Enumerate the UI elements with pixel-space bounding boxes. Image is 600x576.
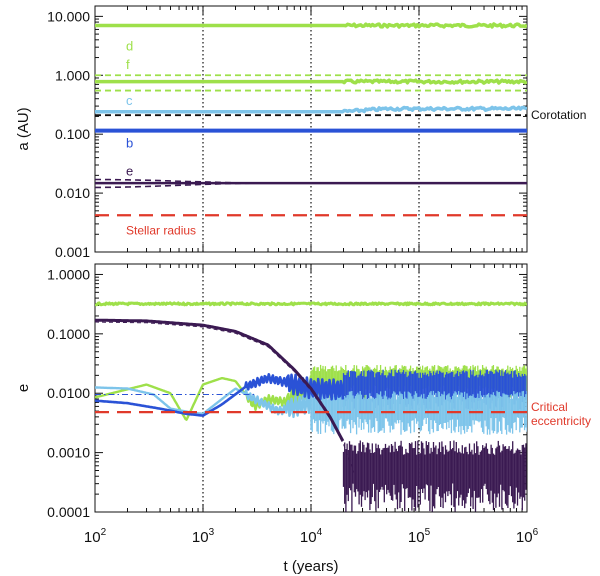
dashed-companion-e (95, 321, 355, 473)
x-tick-label: 102 (84, 527, 107, 546)
series-line-d (95, 301, 527, 307)
x-axis: 102 103 104 105 106 (84, 527, 539, 546)
y-tick-label: 0.0010 (47, 445, 90, 461)
y-tick-label: 0.010 (55, 185, 90, 201)
y-tick-label: 10.000 (47, 8, 90, 24)
y-tick-label: 1.0000 (47, 266, 90, 282)
y-tick-label: 0.0100 (47, 385, 90, 401)
series-line-b (95, 372, 345, 417)
critical-eccentricity-label: Critical (531, 400, 568, 414)
top-y-axis-title: a (AU) (15, 107, 32, 150)
planet-label-d: d (126, 39, 133, 54)
bottom-y-axis-title: e (15, 384, 32, 392)
planet-label-c: c (126, 93, 133, 108)
planet-label-b: b (126, 136, 133, 151)
x-axis-title: t (years) (283, 558, 338, 575)
critical-eccentricity-label: eccentricity (531, 414, 591, 428)
x-tick-label: 103 (192, 527, 215, 546)
series-line-c (95, 105, 527, 114)
y-tick-label: 0.100 (55, 126, 90, 142)
stellar-radius-label: Stellar radius (126, 223, 196, 237)
corotation-label: Corotation (531, 108, 586, 122)
plot-area (95, 22, 527, 217)
y-tick-label: 0.0001 (47, 504, 90, 520)
series-line-f (95, 78, 527, 85)
bottom-panel-eccentricity: 1.0000 0.1000 0.0100 0.0010 0.0001 Criticalec… (47, 263, 591, 520)
x-tick-label: 104 (300, 527, 323, 546)
top-panel-semimajor-axis: 10.000 1.000 0.100 0.010 0.001 Stellar radius… (47, 5, 586, 260)
x-tick-label: 106 (516, 527, 539, 546)
plot-area (95, 301, 527, 512)
planet-label-e: e (126, 164, 133, 179)
series-line-e (95, 318, 345, 442)
y-tick-label: 0.1000 (47, 326, 90, 342)
y-tick-label: 1.000 (55, 67, 90, 83)
series-line-d (95, 22, 527, 29)
x-tick-label: 105 (408, 527, 431, 546)
planet-label-f: f (126, 57, 130, 72)
y-tick-label: 0.001 (55, 244, 90, 260)
